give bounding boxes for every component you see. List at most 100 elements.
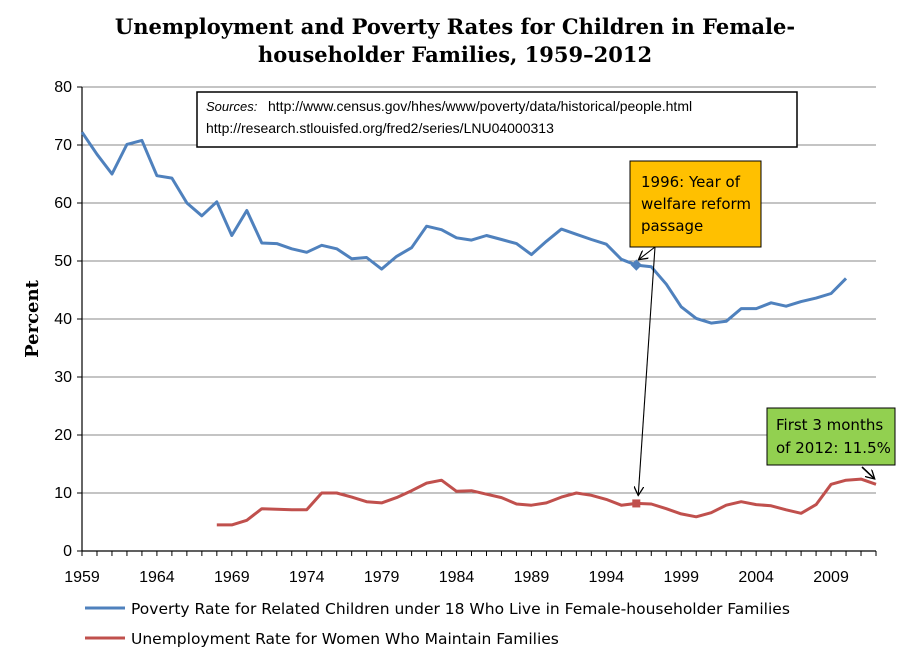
data-point bbox=[815, 503, 818, 506]
data-point bbox=[665, 507, 668, 510]
data-point bbox=[590, 238, 593, 241]
data-point bbox=[695, 317, 698, 320]
gridlines bbox=[82, 86, 876, 494]
data-point bbox=[440, 228, 443, 231]
data-point bbox=[96, 153, 99, 156]
arrow-to-2012 bbox=[861, 466, 874, 478]
data-point bbox=[650, 265, 653, 268]
series-lines bbox=[80, 131, 877, 527]
first3-annotation-line-2: of 2012: 11.5% bbox=[776, 439, 891, 457]
data-point bbox=[275, 242, 278, 245]
first3-annotation: First 3 months of 2012: 11.5% bbox=[766, 407, 896, 466]
data-point bbox=[680, 512, 683, 515]
data-point bbox=[575, 233, 578, 236]
y-tick-label: 70 bbox=[54, 137, 72, 154]
data-point bbox=[425, 482, 428, 485]
data-point bbox=[470, 239, 473, 242]
data-point bbox=[845, 479, 848, 482]
data-point bbox=[185, 202, 188, 205]
data-point bbox=[740, 500, 743, 503]
sources-box: Sources: http://www.census.gov/hhes/www/… bbox=[196, 91, 798, 148]
data-point bbox=[755, 307, 758, 310]
data-point bbox=[455, 236, 458, 239]
highlight-marker-unemployment bbox=[632, 499, 641, 508]
data-point bbox=[710, 322, 713, 325]
data-point bbox=[230, 524, 233, 527]
data-point bbox=[141, 139, 144, 142]
data-point bbox=[485, 493, 488, 496]
data-point bbox=[785, 508, 788, 511]
data-point bbox=[560, 228, 563, 231]
data-point bbox=[126, 143, 129, 146]
data-point bbox=[830, 483, 833, 486]
data-point bbox=[605, 498, 608, 501]
data-point bbox=[200, 214, 203, 217]
y-tick-label: 50 bbox=[54, 253, 72, 270]
data-point bbox=[350, 496, 353, 499]
data-point bbox=[215, 524, 218, 527]
legend-label-poverty: Poverty Rate for Related Children under … bbox=[131, 600, 790, 618]
data-point bbox=[335, 492, 338, 495]
arrow-to-unemployment bbox=[638, 246, 656, 494]
data-point bbox=[560, 496, 563, 499]
data-point bbox=[575, 492, 578, 495]
highlight-marker-poverty bbox=[630, 259, 642, 271]
chart-title: Unemployment and Poverty Rates for Child… bbox=[115, 14, 795, 67]
title-line-1: Unemployment and Poverty Rates for Child… bbox=[115, 14, 795, 39]
data-point bbox=[305, 251, 308, 254]
data-point bbox=[830, 292, 833, 295]
welfare-annotation-box bbox=[629, 160, 762, 248]
x-tick-label: 2004 bbox=[738, 569, 774, 586]
data-point bbox=[515, 242, 518, 245]
data-point bbox=[815, 297, 818, 300]
data-point bbox=[305, 508, 308, 511]
y-tick-label: 20 bbox=[54, 427, 72, 444]
data-point bbox=[395, 496, 398, 499]
data-point bbox=[111, 173, 114, 176]
data-point bbox=[230, 234, 233, 237]
data-point bbox=[260, 507, 263, 510]
x-tick-label: 1974 bbox=[289, 569, 325, 586]
data-point bbox=[755, 503, 758, 506]
data-point bbox=[605, 243, 608, 246]
data-point bbox=[800, 512, 803, 515]
x-tick-label: 1969 bbox=[214, 569, 250, 586]
y-axis-label: Percent bbox=[22, 279, 43, 357]
data-point bbox=[545, 501, 548, 504]
data-point bbox=[770, 504, 773, 507]
sources-line-1: http://www.census.gov/hhes/www/poverty/d… bbox=[268, 98, 692, 114]
data-point bbox=[470, 489, 473, 492]
data-point bbox=[215, 200, 218, 203]
y-tick-label: 0 bbox=[63, 543, 72, 560]
first3-annotation-line-1: First 3 months bbox=[776, 416, 883, 434]
x-tick-label: 1999 bbox=[663, 569, 699, 586]
data-point bbox=[455, 490, 458, 493]
data-point bbox=[650, 503, 653, 506]
arrow-to-poverty bbox=[639, 246, 656, 259]
data-point bbox=[725, 504, 728, 507]
data-point bbox=[395, 255, 398, 258]
data-point bbox=[530, 504, 533, 507]
sources-label: Sources: bbox=[206, 99, 258, 114]
data-point bbox=[410, 489, 413, 492]
data-point bbox=[680, 305, 683, 308]
data-point bbox=[485, 234, 488, 237]
data-point bbox=[590, 494, 593, 497]
legend-label-unemployment: Unemployment Rate for Women Who Maintain… bbox=[131, 630, 559, 648]
data-point bbox=[275, 508, 278, 511]
data-point bbox=[860, 478, 863, 481]
welfare-annotation-line-3: passage bbox=[641, 217, 703, 235]
series-line-1 bbox=[216, 477, 877, 527]
data-point bbox=[425, 225, 428, 228]
data-point bbox=[290, 247, 293, 250]
series-line-0 bbox=[80, 131, 848, 325]
data-point bbox=[515, 503, 518, 506]
data-point bbox=[620, 258, 623, 261]
data-point bbox=[320, 244, 323, 247]
data-point bbox=[665, 283, 668, 286]
x-tick-label: 1979 bbox=[364, 569, 400, 586]
x-tick-label: 1964 bbox=[139, 569, 175, 586]
y-tick-label: 80 bbox=[54, 79, 72, 96]
data-point bbox=[365, 256, 368, 259]
